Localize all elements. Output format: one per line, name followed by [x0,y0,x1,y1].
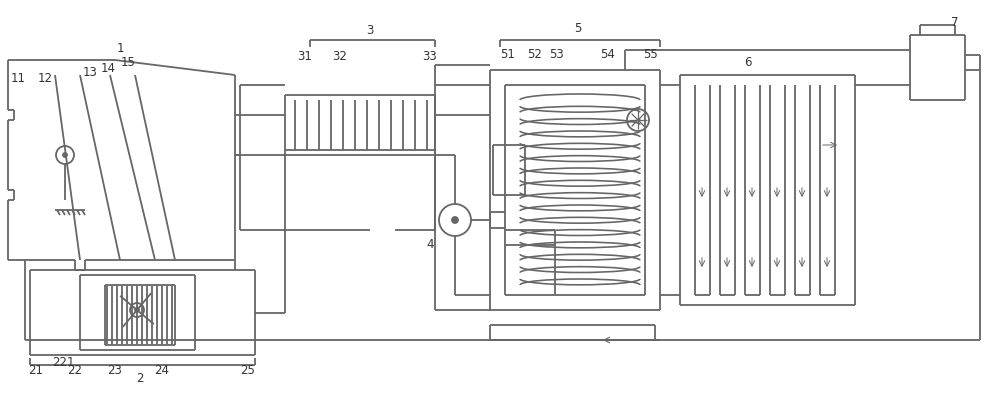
Text: 13: 13 [83,66,97,78]
Text: 53: 53 [549,49,563,62]
Circle shape [135,308,139,312]
Text: 55: 55 [643,49,657,62]
Text: 51: 51 [501,49,515,62]
Text: 52: 52 [528,49,542,62]
Text: 6: 6 [744,55,752,68]
Text: 3: 3 [366,23,374,37]
Circle shape [63,153,67,157]
Text: 24: 24 [154,363,170,377]
Text: 15: 15 [121,57,135,70]
Circle shape [452,217,458,223]
Text: 31: 31 [298,49,312,62]
Text: 22: 22 [68,363,82,377]
Text: 12: 12 [38,72,52,84]
Text: 54: 54 [601,49,615,62]
Text: 14: 14 [100,62,116,74]
Text: 221: 221 [52,355,74,369]
Text: 4: 4 [426,238,434,252]
Text: 23: 23 [108,363,122,377]
Text: 25: 25 [241,363,255,377]
Text: 1: 1 [116,41,124,55]
Text: 32: 32 [333,49,347,62]
Text: 11: 11 [10,72,26,84]
Text: 33: 33 [423,49,437,62]
Text: 5: 5 [574,21,582,35]
Text: 21: 21 [28,363,44,377]
Text: 2: 2 [136,371,144,384]
Text: 7: 7 [951,16,959,29]
